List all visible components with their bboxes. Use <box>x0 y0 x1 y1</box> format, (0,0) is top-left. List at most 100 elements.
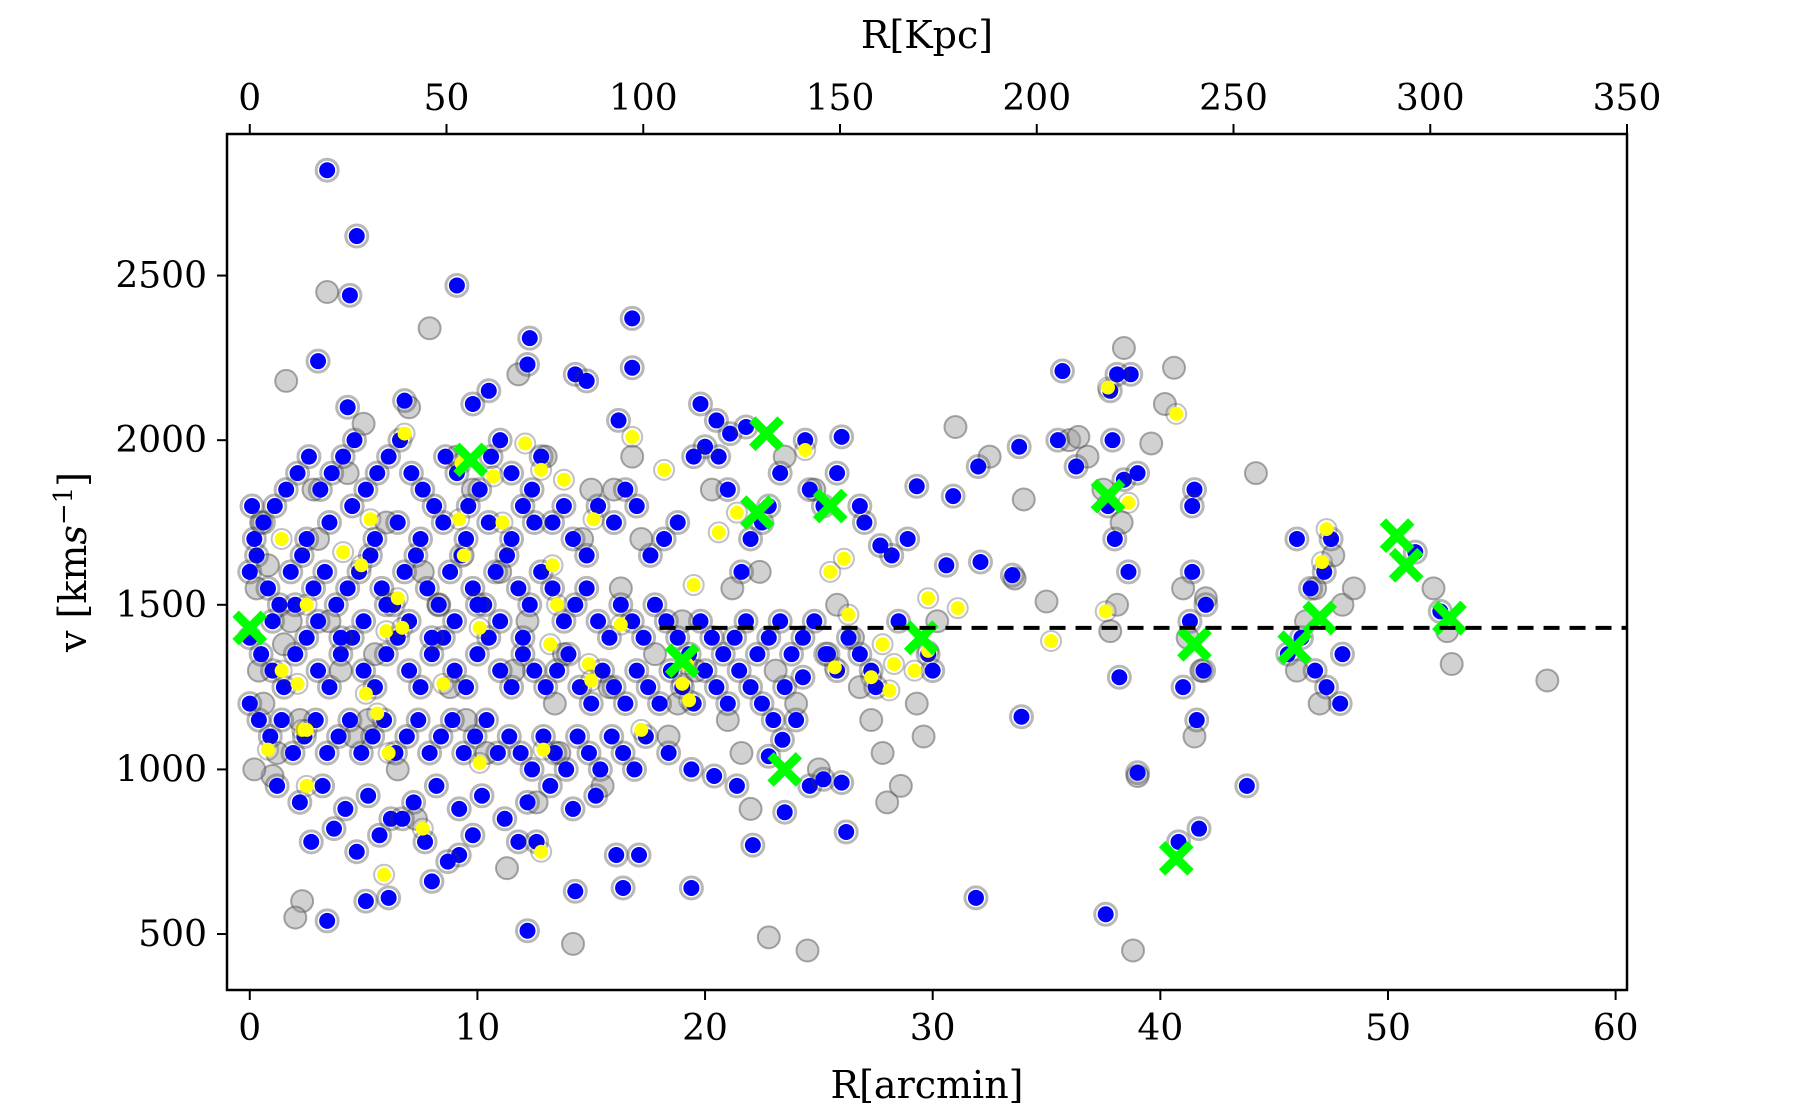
gray-point <box>561 931 586 956</box>
x-axis-label: R[arcmin] <box>830 1063 1023 1107</box>
blue-point <box>1097 906 1114 923</box>
green-x-marker <box>664 643 700 679</box>
blue-point <box>255 514 272 531</box>
blue-point <box>310 353 327 370</box>
blue-point-halo <box>337 282 363 308</box>
blue-point-halo <box>335 575 361 601</box>
blue-point-halo <box>733 608 759 634</box>
blue-point-halo <box>407 526 433 552</box>
green-x-marker <box>453 442 488 478</box>
blue-point-halo <box>355 783 381 809</box>
blue-point-halo <box>710 641 736 667</box>
blue-point-halo <box>474 707 500 733</box>
blue-point <box>605 679 622 696</box>
blue-point-halo <box>460 822 486 848</box>
yellow-point <box>1169 406 1184 421</box>
gray-point <box>1171 576 1196 601</box>
blue-point <box>772 465 789 482</box>
x-tick-label: 30 <box>910 1008 956 1049</box>
yellow-point-halo <box>452 544 475 567</box>
blue-point <box>1104 432 1121 449</box>
x-top-tick-label: 300 <box>1396 78 1465 119</box>
blue-point <box>815 771 832 788</box>
blue-point <box>692 613 709 630</box>
blue-point-halo <box>551 493 577 519</box>
yellow-point-halo <box>532 738 555 761</box>
blue-point-halo <box>724 773 750 799</box>
yellow-point-halo <box>530 458 553 481</box>
yellow-point <box>452 512 467 527</box>
blue-point-halo <box>353 888 379 914</box>
yellow-point-halo <box>707 521 730 544</box>
blue-point <box>692 395 709 412</box>
green-x-marker <box>1388 547 1424 583</box>
x-top-tick-label: 200 <box>1002 78 1071 119</box>
blue-point <box>801 481 818 498</box>
yellow-point <box>682 693 697 708</box>
blue-point <box>262 728 279 745</box>
blue-point <box>332 629 349 646</box>
blue-point-halo <box>487 658 513 684</box>
blue-point <box>1004 567 1021 584</box>
blue-point <box>590 498 607 515</box>
yellow-point <box>534 844 549 859</box>
yellow-point-halo <box>903 659 926 682</box>
blue-point <box>325 820 342 837</box>
blue-point-halo <box>553 756 579 782</box>
blue-point <box>833 774 850 791</box>
yellow-point <box>486 469 501 484</box>
yellow-point <box>1319 522 1334 537</box>
blue-point-halo <box>738 674 764 700</box>
blue-point-halo <box>1179 493 1205 519</box>
blue-point-halo <box>241 526 267 552</box>
blue-point-halo <box>362 526 388 552</box>
yellow-point-halo <box>580 669 603 692</box>
blue-point <box>389 514 406 531</box>
yellow-point-halo <box>946 597 969 620</box>
x-tick-label: 20 <box>682 1008 728 1049</box>
blue-point <box>685 448 702 465</box>
blue-point <box>533 448 550 465</box>
blue-point <box>594 662 611 679</box>
blue-point <box>1307 662 1324 679</box>
blue-point <box>241 563 258 580</box>
gray-point <box>629 526 654 551</box>
blue-point <box>303 833 320 850</box>
yellow-point-halo <box>1165 402 1188 425</box>
blue-point-halo <box>749 691 775 717</box>
blue-point-halo <box>1327 691 1353 717</box>
blue-point <box>323 465 340 482</box>
gray-point <box>720 576 745 601</box>
blue-point-halo <box>282 641 308 667</box>
blue-point-halo <box>444 272 470 298</box>
blue-point <box>394 810 411 827</box>
blue-point <box>806 613 823 630</box>
blue-point <box>278 481 295 498</box>
blue-point-halo <box>601 674 627 700</box>
blue-point <box>487 563 504 580</box>
blue-point <box>501 728 518 745</box>
yellow-point <box>545 558 560 573</box>
blue-point <box>571 679 588 696</box>
blue-point <box>448 277 465 294</box>
y-axis-label-unit: s <box>51 525 95 545</box>
green-x-marker <box>1379 518 1415 554</box>
blue-point <box>337 800 354 817</box>
gray-point <box>875 790 900 815</box>
blue-point <box>446 613 463 630</box>
blue-point <box>587 787 604 804</box>
gray-point <box>943 415 968 440</box>
blue-point <box>642 547 659 564</box>
blue-point <box>492 432 509 449</box>
blue-point-halo <box>351 658 377 684</box>
blue-point-halo <box>239 493 265 519</box>
blue-point-halo <box>767 608 793 634</box>
blue-point <box>851 498 868 515</box>
blue-point-halo <box>305 348 331 374</box>
green-x-marker <box>1432 600 1467 636</box>
blue-point-halo <box>1006 434 1032 460</box>
yellow-point-halo <box>1310 551 1333 573</box>
blue-point-halo <box>303 707 329 733</box>
blue-point <box>314 777 331 794</box>
blue-point-halo <box>278 559 304 585</box>
